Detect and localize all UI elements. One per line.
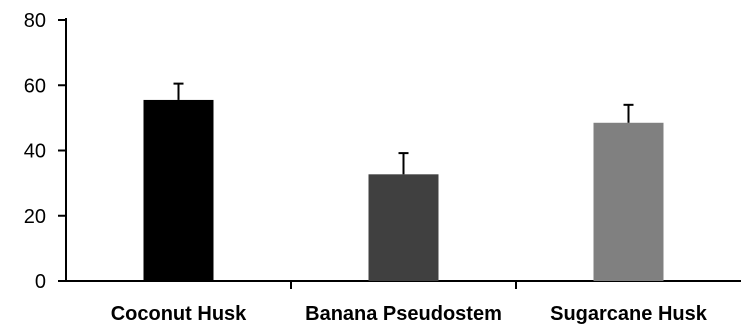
y-tick-label: 80 (24, 10, 46, 32)
y-tick-label: 0 (35, 271, 46, 293)
y-tick-label: 60 (24, 75, 46, 97)
y-tick-labels: 0 20 40 60 80 (24, 10, 46, 293)
y-tick-label: 20 (24, 206, 46, 228)
bar-banana-pseudostem (368, 174, 439, 281)
x-tick-labels: Coconut Husk Banana Pseudostem Sugarcane H… (111, 303, 708, 325)
x-category-label: Sugarcane Husk (550, 303, 708, 325)
x-category-label: Coconut Husk (111, 303, 247, 325)
bar-coconut-husk (143, 99, 214, 282)
x-axis (66, 280, 741, 289)
y-tick-label: 40 (24, 141, 46, 163)
bar-sugarcane-husk (593, 122, 664, 281)
error-bars-group (173, 82, 634, 175)
x-category-label: Banana Pseudostem (305, 303, 502, 325)
bars-group (143, 99, 664, 282)
y-axis (58, 18, 67, 282)
